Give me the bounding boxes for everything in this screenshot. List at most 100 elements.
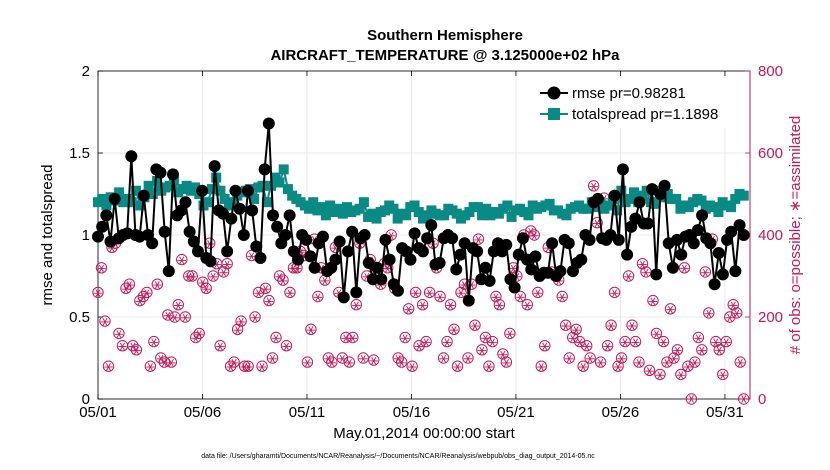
totalspread-point [713, 207, 724, 218]
obs-possible-point [483, 360, 495, 372]
rmse-point [737, 229, 750, 241]
y-right-tick-label: 200 [758, 309, 783, 326]
asterisk-stroke [465, 354, 471, 363]
obs-assimilated-point [442, 338, 452, 347]
totalspread-point [439, 210, 450, 221]
asterisk-stroke [507, 330, 513, 339]
totalspread-point [358, 197, 369, 208]
asterisk-stroke [416, 342, 422, 351]
obs-assimilated-point [163, 311, 173, 320]
asterisk-stroke [674, 346, 680, 355]
asterisk-stroke [566, 354, 572, 363]
obs-assimilated-point [271, 334, 281, 343]
asterisk-stroke [695, 334, 701, 343]
totalspread-point [696, 195, 707, 206]
obs-assimilated-point [264, 297, 274, 306]
obs-assimilated-point [261, 285, 270, 293]
obs-assimilated-point [641, 268, 651, 277]
obs-possible-point [102, 360, 115, 372]
obs-assimilated-point [285, 289, 295, 298]
rmse-point [708, 278, 721, 291]
rmse-point [687, 237, 700, 250]
rmse-point [204, 255, 217, 268]
obs-assimilated-point [205, 240, 214, 248]
totalspread-point [97, 193, 108, 204]
rmse-point [358, 229, 371, 241]
obs-assimilated-point [701, 268, 710, 277]
rmse-point [666, 261, 679, 274]
totalspread-point [502, 200, 513, 211]
asterisk-stroke [542, 342, 548, 351]
rmse-point [525, 263, 538, 276]
obs-possible-point [664, 303, 677, 315]
asterisk-stroke [95, 289, 101, 298]
obs-possible-point [699, 266, 712, 278]
asterisk-stroke [385, 264, 391, 273]
obs-assimilated-point [729, 301, 738, 310]
obs-possible-point [242, 360, 254, 372]
rmse-point [341, 245, 354, 258]
obs-possible-point [423, 286, 436, 299]
chart-title: Southern Hemisphere [367, 27, 523, 44]
asterisk-stroke [608, 322, 614, 330]
rmse-point [196, 184, 209, 197]
obs-assimilated-point [359, 354, 368, 363]
obs-assimilated-point [100, 318, 110, 326]
obs-possible-point [256, 360, 268, 372]
obs-possible-point [675, 368, 687, 381]
rmse-point [346, 225, 359, 238]
obs-possible-point [249, 311, 261, 323]
totalspread-point [101, 200, 112, 211]
rmse-point [691, 224, 704, 237]
obs-possible-point [263, 294, 275, 307]
legend-spread-marker [548, 108, 560, 120]
rmse-point [508, 281, 521, 294]
obs-possible-point [535, 360, 547, 372]
obs-assimilated-point [181, 313, 190, 322]
obs-possible-point [476, 344, 488, 356]
legend-rmse-marker [547, 86, 561, 100]
obs-assimilated-point [188, 272, 197, 281]
asterisk-stroke [294, 264, 300, 273]
asterisk-stroke [685, 363, 691, 371]
obs-possible-point [406, 360, 418, 372]
obs-possible-point [238, 360, 251, 372]
asterisk-stroke [570, 334, 576, 343]
obs-assimilated-point [114, 330, 124, 339]
asterisk-stroke [598, 359, 604, 367]
asterisk-stroke [266, 297, 272, 306]
asterisk-stroke [409, 363, 415, 371]
asterisk-stroke [238, 318, 244, 326]
asterisk-stroke [228, 363, 234, 371]
obs-assimilated-point [575, 338, 584, 347]
obs-possible-point [734, 356, 746, 368]
asterisk-stroke [259, 363, 265, 371]
rmse-point [187, 235, 200, 248]
obs-possible-point [622, 270, 635, 282]
obs-assimilated-point [327, 359, 337, 367]
totalspread-point [409, 200, 420, 211]
obs-possible-point [455, 286, 467, 299]
obs-assimilated-point [425, 289, 434, 298]
rmse-point [366, 273, 379, 286]
y-left-tick-label: 1 [82, 227, 90, 244]
obs-possible-point [151, 278, 164, 290]
obs-assimilated-point [711, 338, 721, 347]
obs-assimilated-point [167, 359, 176, 367]
obs-possible-point [539, 340, 551, 352]
totalspread-point [325, 200, 336, 211]
obs-possible-point [657, 335, 670, 348]
rmse-point [233, 202, 246, 215]
rmse-point [500, 238, 513, 251]
rmse-point [379, 233, 392, 246]
obs-possible-point [441, 335, 453, 348]
rmse-point [421, 232, 434, 245]
totalspread-point [320, 210, 331, 221]
asterisk-stroke [489, 338, 495, 347]
obs-possible-point [738, 393, 750, 405]
obs-possible-point [608, 286, 621, 299]
rmse-point [208, 160, 221, 173]
asterisk-stroke [643, 268, 649, 277]
obs-assimilated-point [603, 342, 612, 351]
x-tick-label: 05/16 [393, 404, 431, 421]
